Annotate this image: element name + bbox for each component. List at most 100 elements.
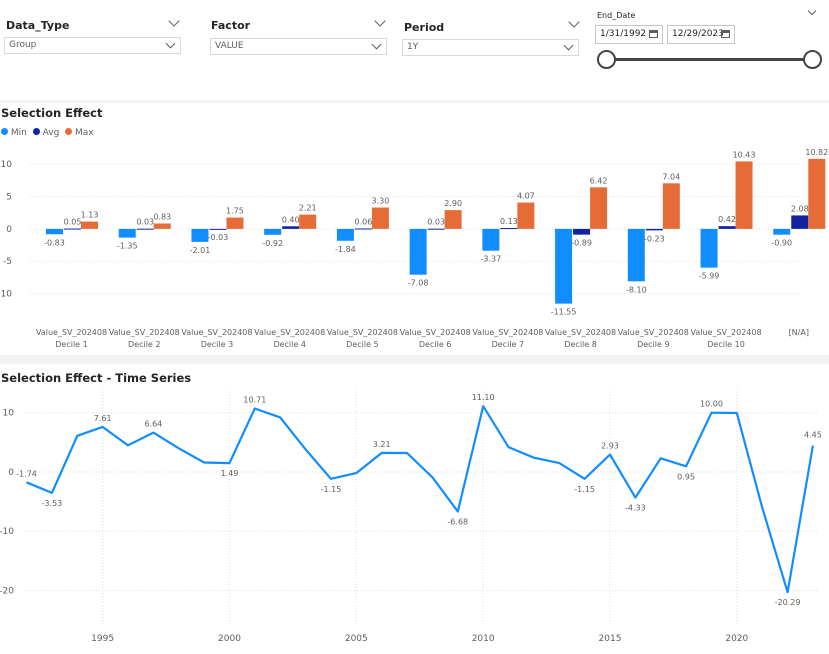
bar-data-label: 0.03 — [136, 218, 154, 227]
bar-y-tick-label: 10 — [1, 160, 13, 170]
line-x-tick-label: 2005 — [345, 634, 368, 644]
bar-avg — [427, 228, 445, 230]
bar-x-category-sublabel: Decile 5 — [346, 340, 378, 349]
bar-min — [336, 228, 354, 241]
date-range-slider-start-handle[interactable] — [597, 50, 616, 69]
bar-x-category-label: Value_SV_202408 — [36, 328, 107, 337]
bar-data-label: -0.89 — [571, 239, 592, 248]
line-data-label: -1.15 — [574, 485, 595, 494]
bar-min — [46, 228, 63, 235]
line-x-tick-label: 2020 — [725, 634, 748, 644]
bar-avg — [791, 215, 809, 229]
bar-x-category-label: Value_SV_202408 — [472, 328, 543, 337]
bar-x-category-label: [N/A] — [789, 328, 809, 337]
bar-x-category-label: Value_SV_202408 — [109, 328, 180, 337]
line-data-label: 4.45 — [804, 431, 822, 440]
bar-data-label: 0.06 — [355, 217, 373, 226]
bar-max — [299, 214, 317, 229]
bar-data-label: 1.13 — [81, 211, 99, 220]
bar-x-category-sublabel: Decile 2 — [128, 340, 160, 349]
factor-dropdown[interactable]: VALUE — [210, 38, 387, 55]
line-data-label: 11.10 — [472, 393, 495, 402]
bar-data-label: 0.05 — [64, 218, 82, 227]
bar-avg — [645, 228, 663, 231]
calendar-icon[interactable] — [649, 30, 658, 38]
end-date-chevron-down-icon[interactable] — [807, 6, 817, 16]
selection-effect-visual: Selection Effect Min Avg Max 10 5 0 -5 -10 -0… — [0, 103, 829, 355]
line-x-tick-label: 2000 — [218, 634, 241, 644]
period-dropdown[interactable]: 1Y — [402, 39, 579, 56]
data-type-value: Group — [9, 40, 37, 50]
bar-x-category-label: Value_SV_202408 — [254, 328, 325, 337]
bar-data-label: -5.99 — [699, 272, 720, 281]
line-data-label: -1.15 — [321, 485, 342, 494]
line-y-tick-label: 10 — [3, 409, 15, 419]
start-date-value: 1/31/1992 — [600, 29, 647, 39]
bar-max — [153, 223, 171, 229]
bar-x-category-sublabel: Decile 4 — [273, 340, 305, 349]
bar-avg — [64, 228, 81, 230]
bar-chart-legend: Min Avg Max — [1, 128, 94, 138]
date-range-slider-track[interactable] — [606, 58, 812, 61]
bar-data-label: -3.37 — [481, 255, 502, 264]
bar-data-label: 10.43 — [733, 150, 756, 159]
end-date-label: End_Date — [597, 11, 636, 20]
bar-x-category-label: Value_SV_202408 — [691, 328, 762, 337]
bar-data-label: 10.82 — [805, 148, 828, 157]
bar-max — [662, 183, 680, 229]
slicer-bar: Data_Type Group Factor VALUE Period 1Y E… — [0, 0, 829, 100]
bar-min — [555, 228, 573, 304]
line-data-label: 10.71 — [243, 395, 266, 404]
bar-max — [735, 161, 753, 229]
bar-x-category-sublabel: Decile 1 — [55, 340, 87, 349]
bar-x-category-sublabel: Decile 7 — [492, 340, 524, 349]
period-value: 1Y — [407, 42, 419, 52]
factor-chevron-down-icon[interactable] — [374, 15, 386, 27]
calendar-icon[interactable] — [721, 30, 730, 38]
bar-min — [773, 228, 791, 235]
line-y-tick-label: 0 — [8, 468, 14, 478]
bar-min — [118, 228, 136, 238]
bar-x-category-sublabel: Decile 9 — [637, 340, 669, 349]
bar-data-label: 2.08 — [791, 204, 809, 213]
bar-min — [191, 228, 209, 242]
factor-value: VALUE — [215, 41, 244, 51]
bar-min — [482, 228, 500, 251]
line-data-label: 10.00 — [700, 400, 723, 409]
period-chevron-down-icon[interactable] — [568, 16, 580, 28]
bar-x-category-label: Value_SV_202408 — [181, 328, 252, 337]
bar-y-tick-label: -5 — [3, 257, 12, 267]
data-type-dropdown[interactable]: Group — [4, 37, 181, 54]
bar-min — [627, 228, 645, 282]
bar-data-label: 2.21 — [299, 204, 317, 213]
factor-label: Factor — [211, 19, 251, 32]
bar-data-label: -0.90 — [771, 239, 792, 248]
line-y-tick-label: -20 — [0, 586, 14, 596]
time-series-line — [26, 405, 814, 594]
legend-avg-marker — [32, 128, 40, 135]
bar-max — [808, 158, 826, 229]
end-date-input[interactable]: 12/29/2023 — [667, 25, 735, 44]
bar-data-label: 4.07 — [517, 192, 535, 201]
date-range-slider-end-handle[interactable] — [803, 50, 822, 69]
legend-min-marker — [1, 128, 8, 135]
bar-max — [371, 207, 389, 229]
bar-x-category-sublabel: Decile 3 — [201, 340, 233, 349]
line-data-label: 7.61 — [94, 414, 112, 423]
bar-avg — [573, 228, 591, 235]
bar-x-category-label: Value_SV_202408 — [327, 328, 398, 337]
start-date-input[interactable]: 1/31/1992 — [595, 25, 663, 44]
bar-max — [444, 210, 462, 229]
chevron-down-icon — [371, 39, 382, 50]
time-series-visual: Selection Effect - Time Series 10 0 -10 -20… — [0, 364, 829, 654]
bar-max — [226, 217, 244, 229]
line-data-label: 1.49 — [221, 469, 239, 478]
data-type-chevron-down-icon[interactable] — [168, 15, 180, 27]
bar-data-label: 2.90 — [444, 199, 462, 208]
bar-x-category-sublabel: Decile 6 — [419, 340, 451, 349]
end-date-value: 12/29/2023 — [672, 29, 724, 39]
bar-data-label: -0.23 — [644, 234, 665, 243]
bar-min — [700, 228, 718, 268]
bar-x-category-sublabel: Decile 10 — [707, 340, 745, 349]
bar-data-label: 0.42 — [718, 215, 736, 224]
